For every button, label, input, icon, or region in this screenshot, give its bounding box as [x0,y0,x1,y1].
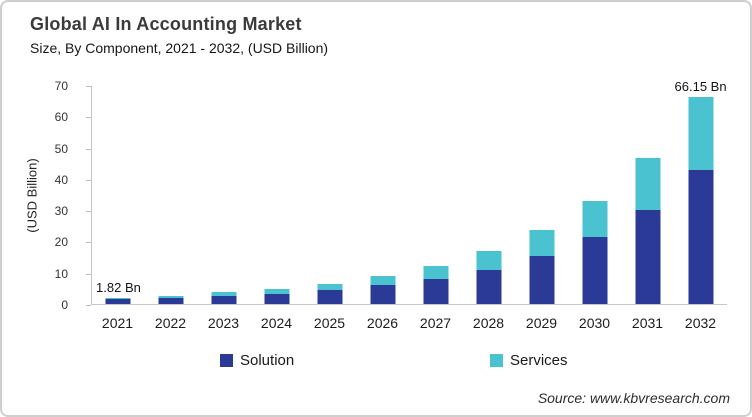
bar-segment-services [211,292,237,296]
x-tick-label: 2032 [684,315,717,331]
bar-group-2027 [423,265,449,304]
bar-group-2025 [317,283,343,304]
x-tick-label: 2021 [101,315,134,331]
y-tick-label: 20 [54,235,68,250]
bar-segment-solution [105,299,131,304]
bar-segment-services [635,157,661,210]
x-tick-label: 2023 [207,315,240,331]
bar-group-2023 [211,292,237,304]
bar-segment-solution [423,279,449,304]
y-tick-label: 30 [54,204,68,219]
y-tick-mark [86,211,91,213]
y-tick-mark [86,242,91,244]
legend-label-solution: Solution [240,352,295,369]
x-tick-label: 2025 [313,315,346,331]
y-tick-mark [86,179,91,181]
bar-segment-services [158,295,184,299]
x-tick-label: 2024 [260,315,293,331]
y-tick-mark [86,117,91,119]
y-tick-mark [86,273,91,275]
bar-segment-solution [688,170,714,304]
bar-group-2028 [476,250,502,304]
y-tick-label: 50 [54,141,68,156]
services-swatch-icon [490,354,503,367]
chart-subtitle: Size, By Component, 2021 - 2032, (USD Bi… [30,40,329,56]
bar-segment-solution [158,298,184,304]
y-axis-ticks: 0 10 20 30 40 50 60 70 [2,79,91,312]
bar-value-label: 66.15 Bn [674,79,727,95]
y-tick-label: 60 [54,110,68,125]
legend-item-solution: Solution [220,352,294,369]
bar-segment-solution [582,236,608,304]
x-axis-labels: 2021 2022 2023 2024 2025 2026 2027 2028 2029 2030… [91,315,727,333]
y-tick-label: 10 [54,266,68,281]
x-tick-label: 2026 [366,315,399,331]
chart-legend: Solution Services [2,352,750,372]
bar-segment-solution [529,256,555,304]
bar-group-2022 [158,295,184,304]
bar-group-2030 [582,200,608,304]
bar-group-2021: 1.82 Bn [96,280,141,304]
bar-segment-services [370,276,396,285]
bar-value-label: 1.82 Bn [96,280,141,296]
bar-segment-solution [476,269,502,304]
plot-area: 1.82 Bn 66.15 Bn [91,79,727,305]
x-tick-label: 2022 [154,315,187,331]
bar-segment-services [264,289,290,295]
bar-segment-solution [264,294,290,304]
bar-segment-services [476,250,502,270]
y-tick-mark [86,148,91,150]
solution-swatch-icon [220,354,233,367]
bar-group-2029 [529,229,555,304]
x-tick-label: 2030 [578,315,611,331]
bar-group-2032: 66.15 Bn [675,79,727,304]
x-tick-label: 2027 [419,315,452,331]
bar-group-2024 [264,289,290,304]
y-tick-mark [86,86,91,87]
bar-segment-solution [370,284,396,304]
bar-segment-solution [211,295,237,304]
bar-group-2026 [370,276,396,304]
chart-title: Global AI In Accounting Market [30,14,302,34]
y-tick-label: 40 [54,172,68,187]
y-tick-label: 0 [61,298,68,312]
legend-label-services: Services [510,352,568,369]
bar-segment-services [582,200,608,237]
bar-segment-services [105,298,131,300]
x-tick-label: 2029 [525,315,558,331]
bar-segment-services [688,97,714,171]
bar-segment-services [317,283,343,291]
y-tick-label: 70 [54,79,68,93]
bar-segment-solution [317,290,343,304]
y-tick-mark [86,305,91,306]
source-credit: Source: www.kbvresearch.com [537,390,730,406]
x-tick-label: 2028 [472,315,505,331]
legend-item-services: Services [490,352,568,369]
x-tick-label: 2031 [631,315,664,331]
bar-group-2031 [635,157,661,304]
bar-segment-services [423,265,449,280]
bar-segment-services [529,229,555,257]
bar-segment-solution [635,209,661,304]
